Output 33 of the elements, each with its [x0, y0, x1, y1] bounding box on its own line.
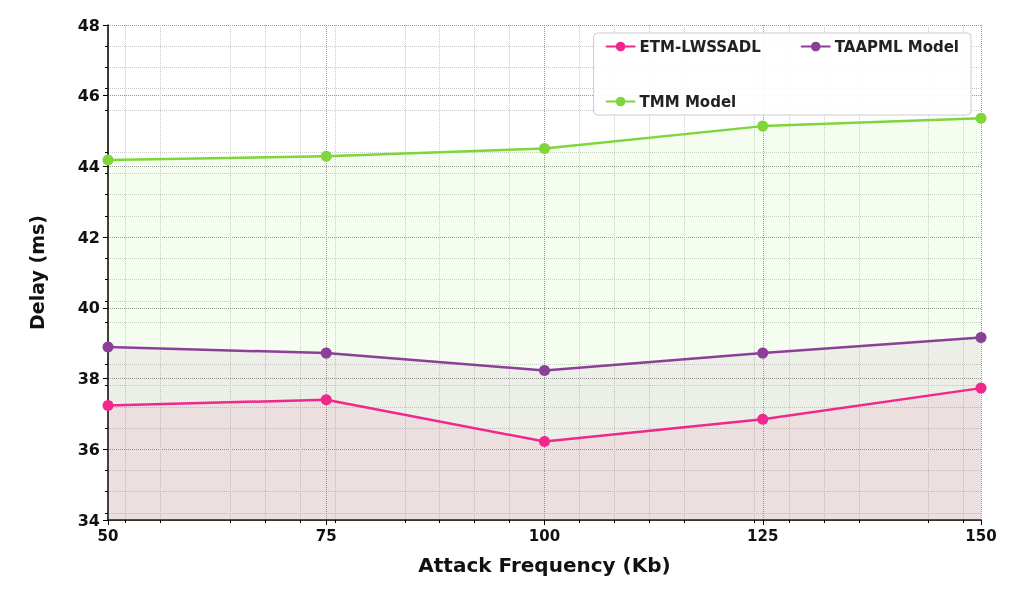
point — [975, 382, 987, 394]
point — [320, 394, 332, 406]
point — [102, 154, 114, 166]
point — [102, 341, 114, 353]
x-tick-label: 50 — [97, 526, 119, 545]
y-tick-label: 38 — [77, 369, 100, 389]
y-tick-label: 48 — [77, 15, 100, 35]
point — [975, 332, 987, 344]
point — [539, 142, 550, 154]
y-axis-title: Delay (ms) — [25, 215, 48, 330]
y-tick-label: 42 — [77, 227, 100, 247]
y-tick-label: 36 — [77, 439, 100, 459]
point — [320, 347, 332, 359]
x-axis-title: Attack Frequency (Kb) — [418, 553, 671, 577]
legend-label: ETM-LWSSADL — [639, 37, 762, 56]
point — [757, 347, 769, 359]
legend-label: TAAPML Model — [834, 37, 960, 56]
point — [539, 436, 550, 447]
point — [320, 150, 332, 162]
y-tick-label: 46 — [77, 86, 100, 106]
point — [975, 112, 987, 124]
x-tick-label: 100 — [528, 526, 561, 545]
point — [102, 399, 114, 411]
point — [757, 120, 769, 132]
point — [539, 364, 550, 376]
y-tick-label: 44 — [77, 156, 100, 176]
x-tick-label: 125 — [747, 526, 779, 545]
y-tick-label: 34 — [77, 510, 100, 530]
x-tick-label: 150 — [965, 526, 997, 545]
legend-label: TMM Model — [639, 92, 737, 111]
y-tick-label: 40 — [77, 298, 100, 318]
x-tick-label: 75 — [315, 526, 337, 545]
point — [757, 413, 769, 425]
